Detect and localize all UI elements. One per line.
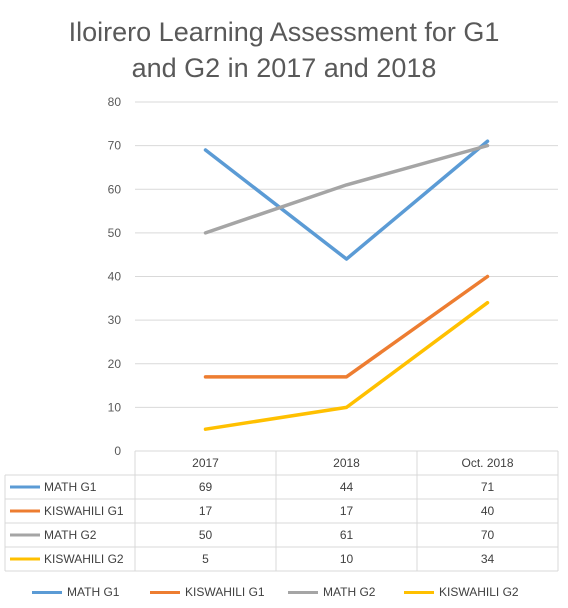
legend-label: MATH G2	[323, 585, 376, 599]
x-category-label: 2017	[192, 456, 219, 470]
chart-title: Iloirero Learning Assessment for G1 and …	[0, 14, 568, 86]
series-line	[203, 274, 490, 379]
y-tick-label: 0	[114, 444, 121, 458]
table-series-name: KISWAHILI G2	[44, 552, 124, 566]
y-tick-label: 40	[108, 270, 122, 284]
series-line	[203, 139, 490, 261]
chart-legend: MATH G1 KISWAHILI G1 MATH G2 KISWAHILI G2	[0, 580, 568, 604]
y-tick-label: 50	[108, 226, 122, 240]
x-category-label: Oct. 2018	[461, 456, 513, 470]
series-line	[203, 300, 490, 431]
legend-item: MATH G2	[288, 580, 375, 604]
y-tick-label: 10	[108, 400, 122, 414]
legend-line-key	[32, 590, 62, 594]
legend-item: MATH G1	[32, 580, 119, 604]
legend-item: KISWAHILI G2	[404, 580, 519, 604]
table-cell-value: 5	[202, 552, 209, 566]
table-series-name: KISWAHILI G1	[44, 504, 124, 518]
table-series-name: MATH G1	[44, 480, 97, 494]
legend-label: MATH G1	[67, 585, 120, 599]
x-category-label: 2018	[333, 456, 360, 470]
table-cell-value: 70	[481, 528, 495, 542]
y-tick-label: 20	[108, 357, 122, 371]
legend-label: KISWAHILI G2	[439, 585, 519, 599]
table-cell-value: 40	[481, 504, 495, 518]
chart-title-line-1: Iloirero Learning Assessment for G1	[68, 17, 500, 47]
legend-line-key	[150, 590, 180, 594]
table-cell-value: 17	[199, 504, 213, 518]
y-tick-label: 60	[108, 182, 122, 196]
legend-line-key	[288, 590, 318, 594]
legend-label: KISWAHILI G1	[185, 585, 265, 599]
table-cell-value: 71	[481, 480, 495, 494]
series-line	[203, 143, 490, 235]
table-cell-value: 10	[340, 552, 354, 566]
y-tick-label: 70	[108, 139, 122, 153]
table-cell-value: 44	[340, 480, 354, 494]
chart-title-line-2: and G2 in 2017 and 2018	[131, 53, 437, 83]
table-cell-value: 34	[481, 552, 495, 566]
legend-item: KISWAHILI G1	[150, 580, 265, 604]
table-cell-value: 50	[199, 528, 213, 542]
table-cell-value: 69	[199, 480, 213, 494]
table-series-name: MATH G2	[44, 528, 97, 542]
table-cell-value: 61	[340, 528, 354, 542]
y-tick-label: 80	[108, 95, 122, 109]
y-tick-label: 30	[108, 313, 122, 327]
table-cell-value: 17	[340, 504, 354, 518]
legend-line-key	[404, 590, 434, 594]
